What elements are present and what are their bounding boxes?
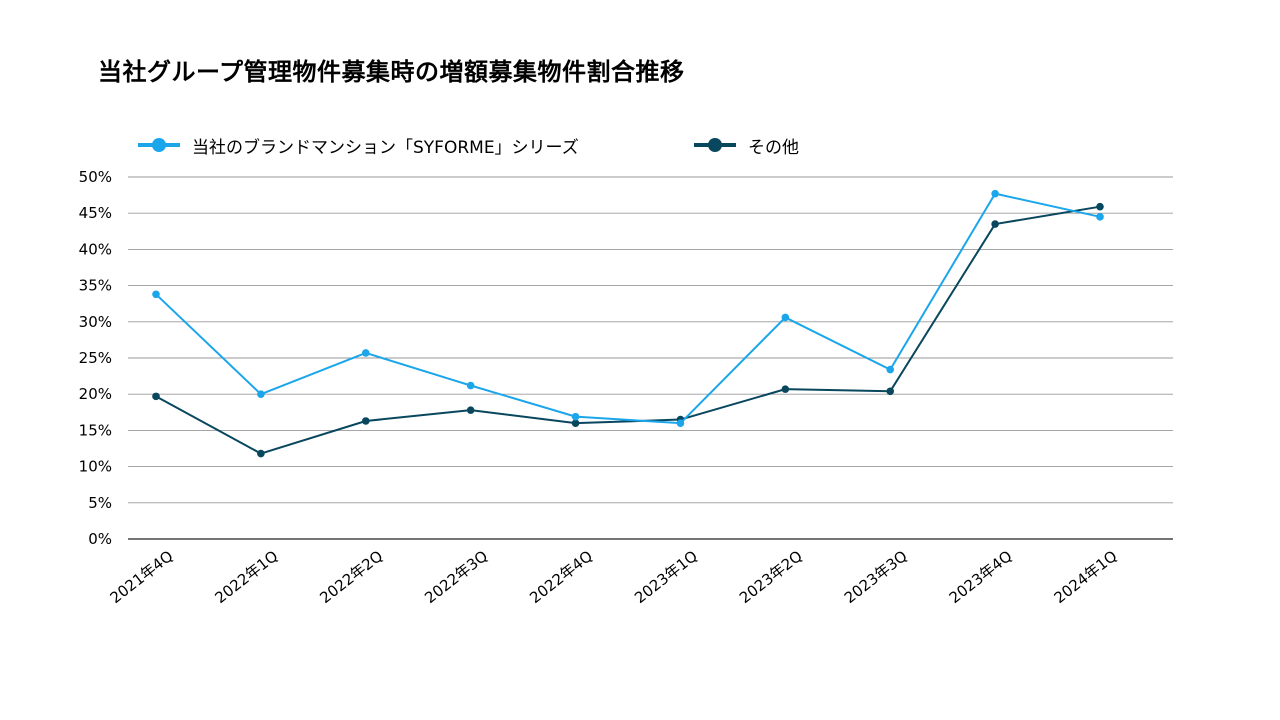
y-tick-label: 40% xyxy=(79,240,112,258)
y-tick-label: 25% xyxy=(79,349,112,367)
y-tick-label: 15% xyxy=(79,421,112,439)
chart-title: 当社グループ管理物件募集時の増額募集物件割合推移 xyxy=(98,58,685,86)
data-point-series-1 xyxy=(781,385,790,393)
data-point-series-1 xyxy=(466,406,475,414)
data-point-series-0 xyxy=(991,189,999,198)
x-tick-label: 2022年4Q xyxy=(526,547,596,607)
legend-label-other: その他 xyxy=(748,137,799,158)
legend-item-other: その他 xyxy=(694,133,799,158)
data-point-series-0 xyxy=(466,381,475,390)
legend: 当社のブランドマンション「SYFORME」シリーズ その他 xyxy=(0,0,1280,170)
x-tick-label: 2023年2Q xyxy=(736,547,806,607)
legend-swatch-other xyxy=(694,133,736,157)
data-point-series-0 xyxy=(361,349,370,357)
legend-label-syforme: 当社のブランドマンション「SYFORME」シリーズ xyxy=(192,137,579,158)
data-point-series-1 xyxy=(886,387,895,396)
x-tick-label: 2022年3Q xyxy=(421,547,491,607)
y-tick-label: 35% xyxy=(79,277,112,295)
data-point-series-1 xyxy=(152,392,160,401)
data-point-series-0 xyxy=(1096,213,1104,221)
x-tick-label: 2023年4Q xyxy=(946,547,1016,607)
data-point-series-0 xyxy=(886,365,895,374)
x-tick-label: 2023年1Q xyxy=(631,547,701,607)
data-point-series-1 xyxy=(257,449,265,458)
x-tick-label: 2021年4Q xyxy=(107,547,177,607)
series-line-0 xyxy=(155,192,1101,425)
data-point-series-0 xyxy=(257,390,265,399)
legend-swatch-syforme xyxy=(138,133,180,157)
data-point-series-0 xyxy=(676,419,685,427)
x-tick-label: 2022年2Q xyxy=(316,547,386,607)
y-tick-label: 50% xyxy=(79,168,112,186)
data-point-series-0 xyxy=(152,290,160,299)
y-tick-label: 0% xyxy=(88,530,112,548)
x-tick-label: 2023年3Q xyxy=(841,547,911,607)
y-tick-label: 10% xyxy=(79,458,112,476)
gridlines xyxy=(128,176,1173,540)
legend-item-syforme: 当社のブランドマンション「SYFORME」シリーズ xyxy=(138,133,579,158)
y-tick-label: 45% xyxy=(79,204,112,222)
data-point-series-0 xyxy=(781,313,790,322)
y-tick-label: 5% xyxy=(88,494,112,512)
x-tick-label: 2024年1Q xyxy=(1051,547,1121,607)
x-tick-label: 2022年1Q xyxy=(212,547,282,607)
data-point-series-1 xyxy=(361,417,370,425)
data-point-series-1 xyxy=(1096,202,1104,211)
y-tick-label: 20% xyxy=(79,385,112,403)
series-line-1 xyxy=(155,205,1101,455)
data-point-series-1 xyxy=(991,220,999,228)
y-tick-label: 30% xyxy=(79,313,112,331)
data-point-series-1 xyxy=(571,419,580,427)
data-point-series-0 xyxy=(571,412,580,421)
